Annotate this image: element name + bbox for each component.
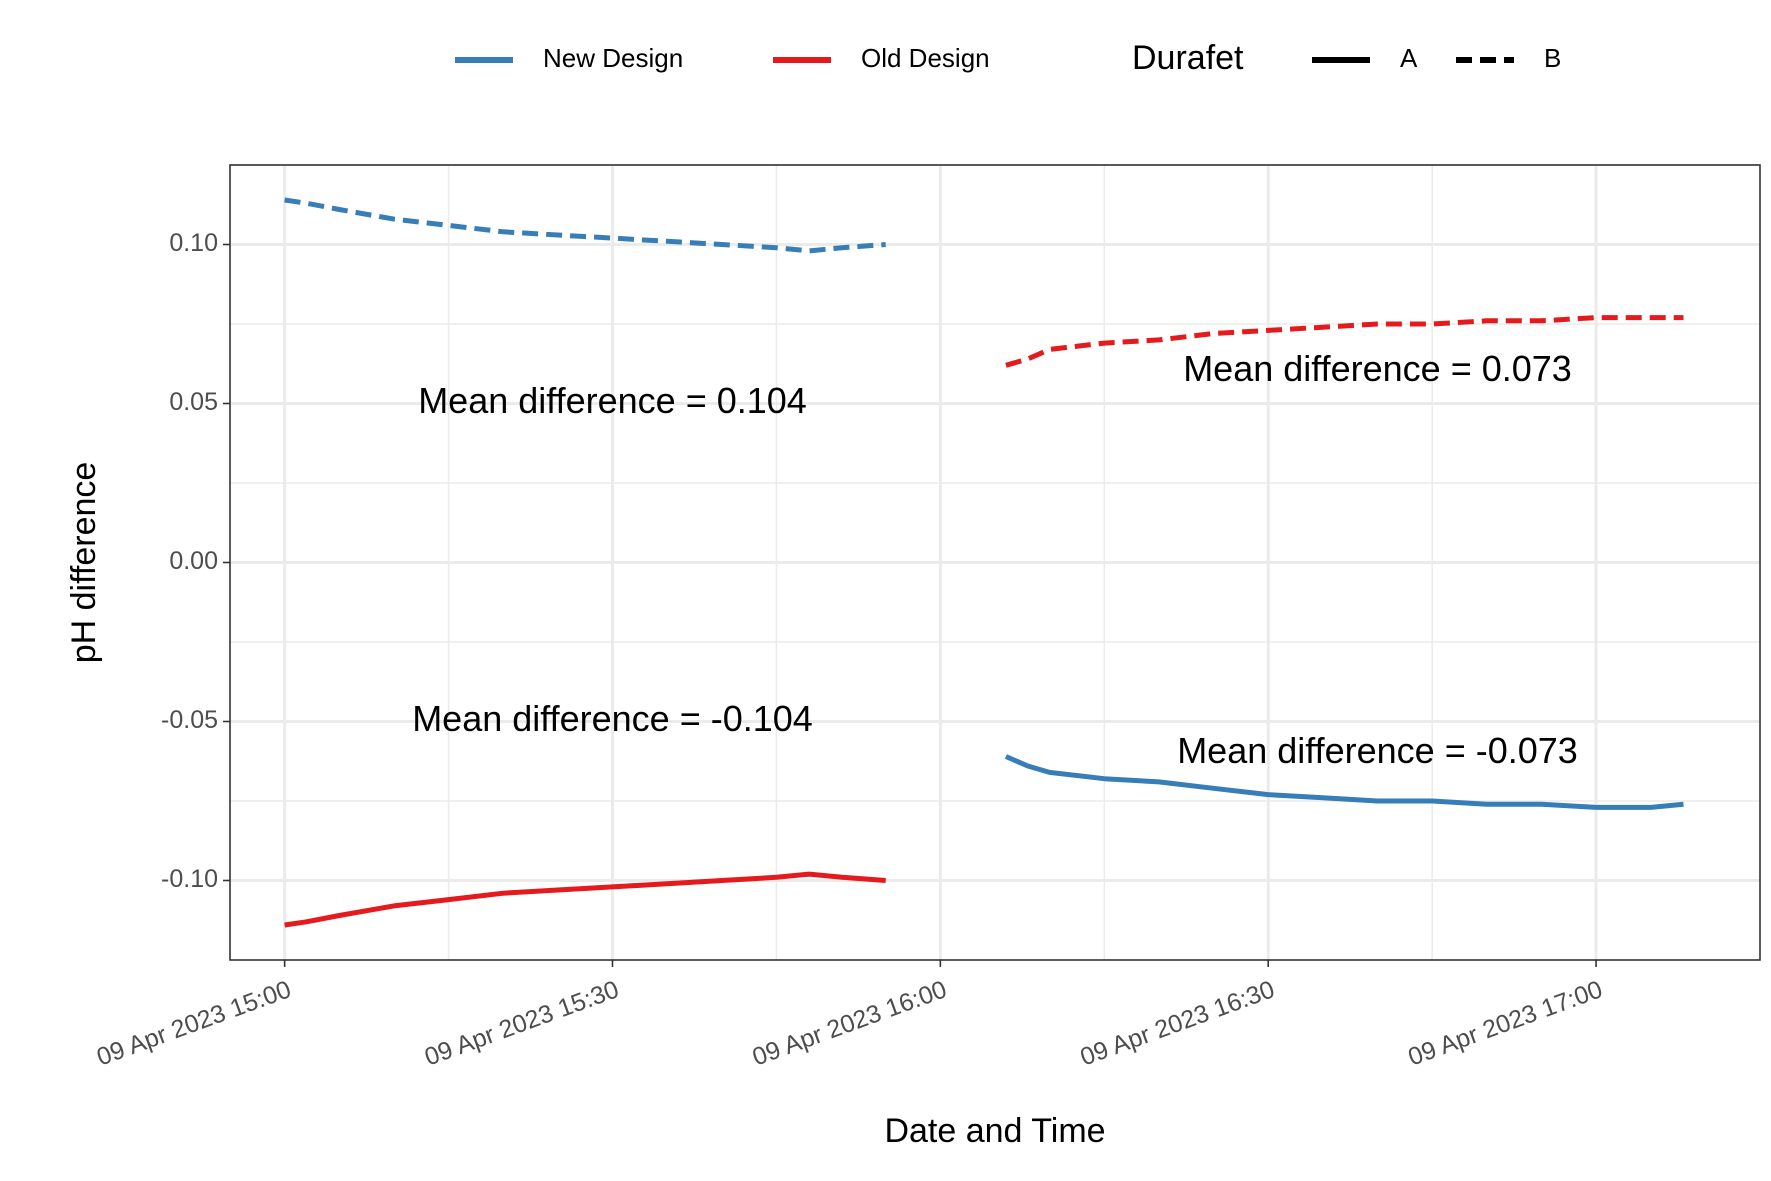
- x-tick-label: 09 Apr 2023 15:00: [93, 975, 295, 1071]
- series-line-new-design-b: [284, 197, 886, 254]
- y-tick-label: 0.00: [169, 547, 218, 575]
- legend-label: B: [1544, 43, 1561, 73]
- annotation-mean-difference: Mean difference = -0.073: [1177, 730, 1578, 771]
- x-tick-label: 09 Apr 2023 16:00: [749, 975, 951, 1071]
- legend-label: A: [1400, 43, 1418, 73]
- annotation-mean-difference: Mean difference = 0.104: [418, 380, 807, 421]
- y-tick-label: 0.05: [169, 388, 218, 416]
- x-axis-title: Date and Time: [884, 1112, 1105, 1150]
- legend-label: New Design: [543, 43, 683, 73]
- annotation-layer: Mean difference = 0.104 Mean difference =…: [412, 348, 1578, 771]
- legend-title: Durafet: [1132, 39, 1244, 77]
- x-tick-label: 09 Apr 2023 15:30: [421, 975, 623, 1071]
- legend: New Design Old Design Durafet A B: [455, 39, 1561, 77]
- y-axis-title: pH difference: [65, 462, 103, 664]
- legend-label: Old Design: [861, 43, 990, 73]
- annotation-mean-difference: Mean difference = -0.104: [412, 698, 813, 739]
- x-tick-label: 09 Apr 2023 16:30: [1077, 975, 1279, 1071]
- y-tick-label: -0.10: [161, 865, 218, 893]
- annotation-mean-difference: Mean difference = 0.073: [1183, 348, 1572, 389]
- series-line-old-design-b: [1005, 315, 1684, 368]
- y-tick-label: 0.10: [169, 229, 218, 257]
- series-layer: [284, 197, 1684, 928]
- y-tick-label: -0.05: [161, 706, 218, 734]
- grid-major: [230, 165, 1760, 960]
- series-line-old-design-a: [284, 871, 886, 928]
- x-tick-label: 09 Apr 2023 17:00: [1405, 975, 1607, 1071]
- series-line-new-design-a: [1004, 754, 1684, 810]
